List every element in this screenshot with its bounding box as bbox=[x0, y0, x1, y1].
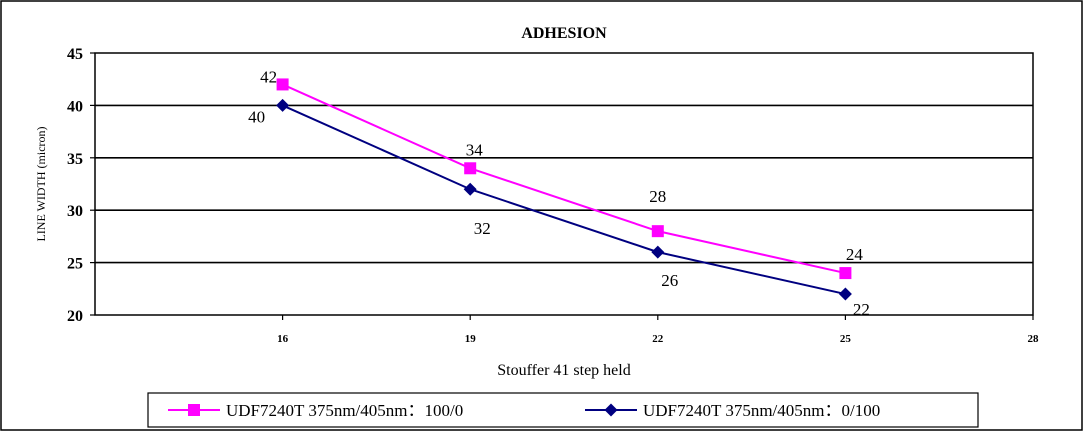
data-point bbox=[651, 245, 665, 259]
legend-label: UDF7240T 375nm/405nm：100/0 bbox=[226, 401, 463, 420]
y-tick-label: 40 bbox=[67, 98, 83, 115]
data-label: 40 bbox=[248, 107, 265, 126]
y-axis-title: LINE WIDTH (micron) bbox=[34, 126, 48, 241]
legend-marker bbox=[604, 403, 618, 417]
series-line bbox=[282, 83, 846, 275]
series-1: 42 34 28 24 bbox=[260, 67, 864, 280]
data-label: 24 bbox=[846, 245, 864, 264]
legend: UDF7240T 375nm/405nm：100/0 UDF7240T 375nm… bbox=[168, 401, 880, 420]
data-point bbox=[838, 287, 852, 301]
legend-marker bbox=[188, 404, 200, 416]
y-tick-label: 25 bbox=[67, 256, 83, 273]
data-point bbox=[276, 98, 290, 112]
x-tick-label: 16 bbox=[277, 333, 289, 345]
data-label: 22 bbox=[853, 300, 870, 319]
data-point bbox=[464, 162, 477, 175]
legend-item-1: UDF7240T 375nm/405nm：100/0 bbox=[168, 401, 463, 420]
x-axis-title: Stouffer 41 step held bbox=[497, 362, 630, 379]
legend-box bbox=[147, 392, 979, 428]
gridlines bbox=[95, 104, 1033, 264]
x-tick-label: 25 bbox=[840, 333, 852, 345]
x-tick-label: 19 bbox=[465, 333, 477, 345]
data-point bbox=[463, 182, 477, 196]
y-axis-ticks: 20 25 30 35 40 45 bbox=[67, 46, 95, 325]
y-tick-label: 30 bbox=[67, 203, 83, 220]
chart-title: ADHESION bbox=[521, 25, 607, 42]
data-label: 28 bbox=[649, 187, 666, 206]
data-label: 26 bbox=[661, 271, 678, 290]
series-group: 42 34 28 24 40 32 26 22 bbox=[248, 67, 870, 319]
data-label: 32 bbox=[474, 219, 491, 238]
x-axis-ticks: 16 19 22 25 28 bbox=[277, 315, 1039, 345]
plot-area bbox=[94, 52, 1034, 316]
legend-label: UDF7240T 375nm/405nm：0/100 bbox=[643, 401, 880, 420]
y-tick-label: 20 bbox=[67, 308, 83, 325]
data-point bbox=[651, 225, 664, 238]
data-point bbox=[276, 78, 289, 91]
data-label: 34 bbox=[466, 140, 484, 159]
data-point bbox=[839, 267, 852, 280]
x-tick-label: 22 bbox=[652, 333, 664, 345]
y-tick-label: 35 bbox=[67, 151, 83, 168]
x-tick-label: 28 bbox=[1028, 333, 1040, 345]
data-label: 42 bbox=[260, 67, 277, 86]
y-tick-label: 45 bbox=[67, 46, 83, 63]
series-line bbox=[282, 104, 846, 296]
legend-item-2: UDF7240T 375nm/405nm：0/100 bbox=[585, 401, 880, 420]
series-2: 40 32 26 22 bbox=[248, 98, 870, 319]
